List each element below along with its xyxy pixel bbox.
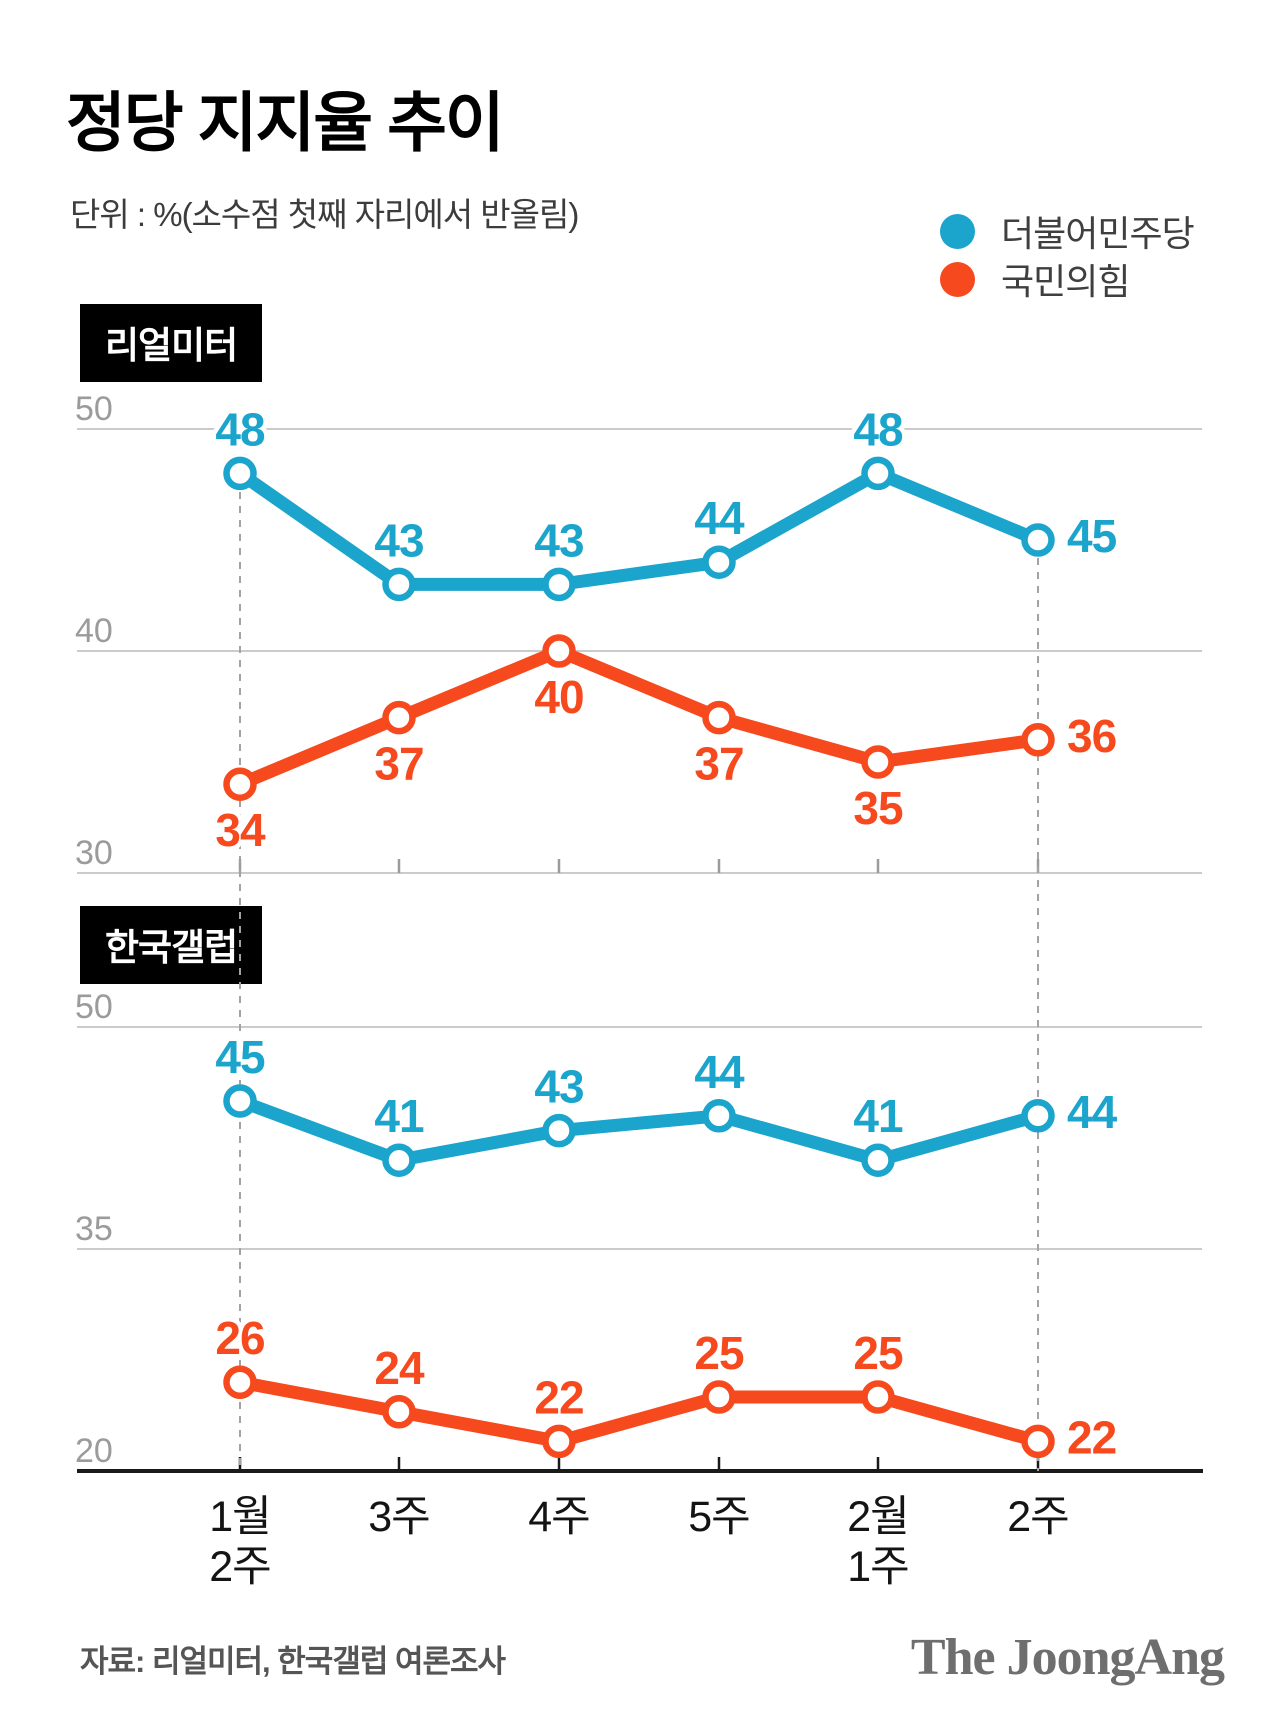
y-tick-label: 40: [75, 612, 113, 650]
value-label: 45: [215, 1031, 265, 1083]
data-point: [861, 456, 895, 491]
value-label: 34: [215, 804, 266, 856]
page-title: 정당 지지율 추이: [66, 86, 505, 159]
value-label: 24: [374, 1342, 425, 1394]
x-axis-label: 2월: [847, 1493, 908, 1541]
panel-badge-gallup: 한국갤럽: [80, 906, 263, 984]
data-point: [223, 1084, 257, 1118]
publisher-logo: The JoongAng: [910, 1629, 1225, 1686]
data-point: [861, 1143, 895, 1177]
data-point: [542, 634, 576, 668]
data-point: [861, 1380, 895, 1414]
data-point: [1021, 1099, 1055, 1133]
data-point: [382, 567, 416, 602]
value-label: 35: [853, 782, 903, 834]
y-tick-label: 50: [75, 988, 113, 1026]
value-label: 44: [1067, 1086, 1118, 1138]
value-label: 45: [1067, 510, 1117, 562]
x-axis-label: 5주: [688, 1493, 749, 1541]
data-point: [382, 1143, 416, 1177]
value-label: 48: [215, 403, 265, 455]
value-label: 25: [853, 1327, 903, 1379]
y-tick-label: 20: [75, 1432, 113, 1470]
legend-dot-democratic-icon: [940, 213, 975, 249]
x-axis-label: 1주: [847, 1543, 908, 1591]
series-line: [237, 1094, 1040, 1167]
unit-note: 단위 : %(소수점 첫째 자리에서 반올림): [70, 196, 579, 233]
y-tick-label: 50: [75, 390, 113, 428]
source-note: 자료: 리얼미터, 한국갤럽 여론조사: [80, 1644, 506, 1679]
value-label: 41: [374, 1090, 424, 1142]
value-label: 25: [694, 1327, 744, 1379]
value-label: 22: [534, 1371, 583, 1423]
value-label: 43: [534, 514, 583, 566]
data-point: [542, 1113, 576, 1148]
data-point: [223, 767, 257, 801]
data-point: [1021, 1424, 1055, 1459]
y-tick-label: 35: [75, 1210, 113, 1248]
x-axis-label: 2주: [1007, 1493, 1068, 1541]
data-point: [382, 1395, 416, 1429]
data-point: [702, 700, 736, 735]
data-point: [382, 700, 416, 735]
series-line: [236, 466, 1041, 591]
x-axis-label: 3주: [368, 1493, 429, 1541]
value-label: 40: [534, 671, 583, 723]
value-label: 22: [1067, 1411, 1116, 1463]
data-point: [702, 1380, 736, 1414]
x-axis-label: 2주: [209, 1543, 270, 1591]
panel-badge-realmeter: 리얼미터: [80, 304, 263, 382]
data-point: [702, 1099, 736, 1133]
data-point: [1021, 723, 1055, 757]
y-tick-label: 30: [75, 834, 113, 872]
value-label: 37: [374, 738, 423, 790]
x-axis-label: 1월: [209, 1493, 270, 1541]
data-point: [861, 745, 895, 779]
value-label: 26: [215, 1312, 264, 1364]
value-label: 44: [694, 492, 745, 544]
series-line: [237, 643, 1039, 791]
legend-label-democratic: 더불어민주당: [1001, 213, 1195, 254]
data-point: [542, 1424, 576, 1459]
legend-item-democratic: 더불어민주당: [940, 207, 1195, 255]
value-label: 41: [853, 1090, 903, 1142]
value-label: 43: [534, 1061, 583, 1113]
x-axis-label: 4주: [528, 1493, 589, 1541]
data-point: [223, 1365, 257, 1399]
series-line: [238, 1375, 1040, 1449]
legend-dot-ppp-icon: [940, 261, 975, 297]
legend-label-ppp: 국민의힘: [1001, 261, 1130, 302]
data-point: [702, 545, 736, 579]
data-point: [1021, 523, 1055, 557]
legend-item-ppp: 국민의힘: [940, 255, 1130, 303]
value-label: 43: [374, 514, 423, 566]
value-label: 44: [694, 1046, 745, 1098]
data-point: [542, 567, 576, 602]
value-label: 48: [853, 403, 903, 455]
data-point: [223, 456, 257, 491]
value-label: 36: [1067, 710, 1116, 762]
value-label: 37: [694, 738, 743, 790]
